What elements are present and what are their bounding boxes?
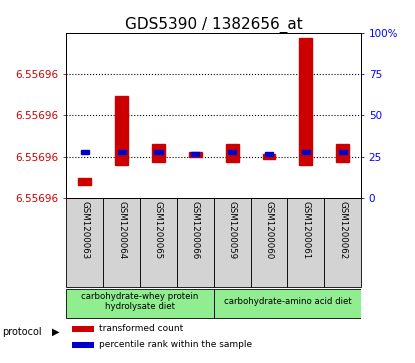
Bar (251, 198, 287, 287)
Bar (103, 198, 140, 287)
Bar (78, 179, 91, 185)
Text: protocol: protocol (2, 327, 42, 337)
Text: GSM1200059: GSM1200059 (228, 201, 237, 259)
Bar (66, 198, 103, 287)
Bar (72, 326, 93, 332)
Text: GSM1200062: GSM1200062 (338, 201, 347, 259)
Bar (66, 289, 214, 318)
Bar (214, 289, 361, 318)
Text: GSM1200065: GSM1200065 (154, 201, 163, 259)
Bar (339, 150, 347, 154)
Bar (154, 150, 163, 154)
Bar (72, 342, 93, 348)
Text: GSM1200066: GSM1200066 (191, 201, 200, 259)
Text: GSM1200063: GSM1200063 (81, 201, 89, 259)
Bar (189, 152, 202, 157)
Bar (140, 198, 177, 287)
Bar (152, 144, 165, 162)
Bar (214, 198, 251, 287)
Bar (299, 38, 312, 165)
Bar (287, 198, 324, 287)
Bar (228, 150, 236, 154)
Text: GSM1200064: GSM1200064 (117, 201, 126, 259)
Title: GDS5390 / 1382656_at: GDS5390 / 1382656_at (125, 16, 303, 33)
Bar (117, 150, 126, 154)
Bar (336, 144, 349, 162)
Bar (324, 198, 361, 287)
Bar (81, 150, 89, 154)
Text: GSM1200060: GSM1200060 (264, 201, 273, 259)
Bar (265, 151, 273, 156)
Bar (177, 198, 214, 287)
Bar (115, 95, 128, 165)
Text: carbohydrate-amino acid diet: carbohydrate-amino acid diet (224, 297, 351, 306)
Text: ▶: ▶ (52, 327, 59, 337)
Text: transformed count: transformed count (99, 324, 183, 333)
Bar (226, 144, 239, 162)
Bar (302, 150, 310, 154)
Bar (191, 151, 199, 156)
Text: percentile rank within the sample: percentile rank within the sample (99, 340, 252, 350)
Bar (263, 154, 276, 159)
Text: GSM1200061: GSM1200061 (301, 201, 310, 259)
Text: carbohydrate-whey protein
hydrolysate diet: carbohydrate-whey protein hydrolysate di… (81, 292, 199, 311)
